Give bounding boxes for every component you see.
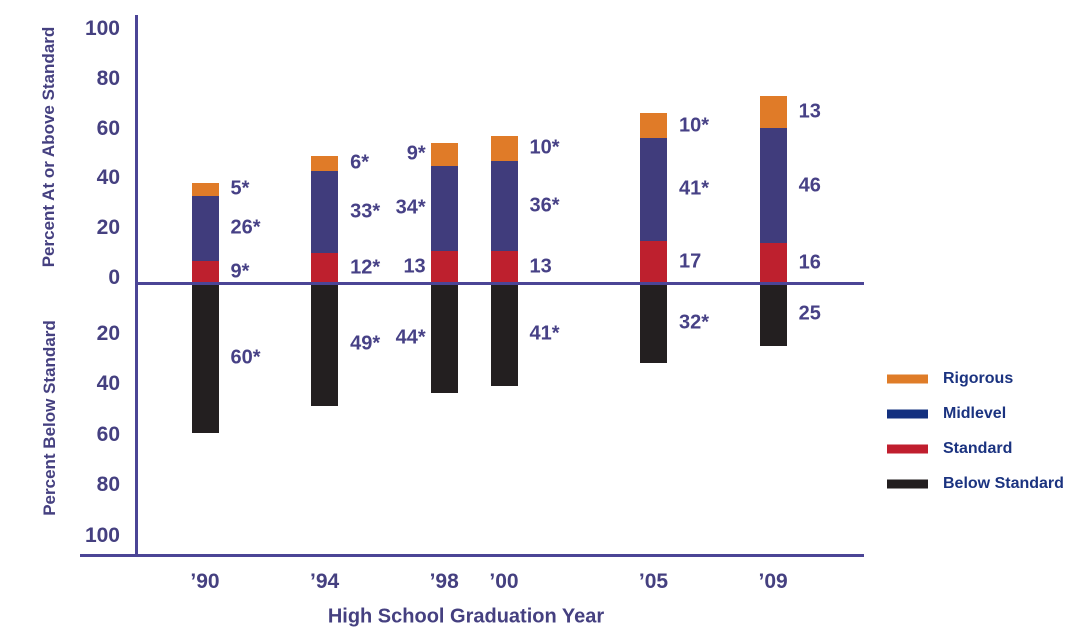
bottom-axis-line [80, 554, 864, 557]
value-label: 41* [679, 177, 710, 200]
bar-segment-standard [759, 243, 787, 283]
legend-swatch-midlevel [887, 409, 928, 419]
y-tick-label: 0 [108, 266, 120, 289]
value-label: 12* [350, 256, 381, 279]
legend-swatch-rigorous [887, 374, 928, 384]
x-tick-label: ’94 [309, 570, 340, 593]
bar-segment-below-standard [640, 283, 667, 363]
legend-label: Midlevel [943, 405, 1007, 422]
value-label: 33* [350, 200, 381, 223]
y-tick-label: 60 [96, 116, 120, 140]
value-label: 46 [798, 174, 821, 196]
bar-segment-standard [640, 240, 667, 283]
x-tick-label: ’05 [638, 570, 669, 593]
bar-segment-rigorous [490, 135, 518, 161]
legend-label: Below Standard [943, 475, 1064, 492]
bar-segment-standard [191, 260, 219, 283]
bar-segment-midlevel [759, 128, 787, 243]
bar-segment-rigorous [430, 143, 458, 166]
value-label: 26* [230, 216, 261, 239]
bar-segment-below-standard [759, 283, 787, 346]
bar-segment-midlevel [490, 160, 518, 251]
y-tick-label: 60 [96, 422, 120, 446]
bar-segment-below-standard [490, 283, 518, 386]
y-tick-label: 20 [96, 321, 120, 345]
y-axis-line [135, 15, 138, 556]
value-label: 9* [406, 142, 426, 165]
zero-line [136, 281, 864, 285]
x-tick-label: ’00 [489, 570, 519, 593]
bar-segment-midlevel [430, 165, 458, 251]
y-tick-label: 80 [96, 473, 120, 497]
y-tick-label: 20 [96, 216, 120, 240]
bar-segment-rigorous [640, 113, 667, 138]
legend-swatch-standard [887, 444, 928, 454]
x-tick-label: ’98 [429, 570, 459, 593]
x-axis-title: High School Graduation Year [327, 605, 605, 628]
value-label: 32* [679, 311, 710, 334]
value-label: 17 [679, 250, 702, 273]
bar-segment-rigorous [311, 155, 339, 171]
value-label: 44* [395, 326, 426, 349]
value-label: 10* [529, 136, 560, 159]
value-label: 49* [350, 332, 381, 355]
bar-segment-standard [311, 253, 339, 283]
value-label: 5* [230, 177, 250, 200]
value-label: 13 [529, 255, 552, 278]
value-label: 41* [529, 322, 560, 345]
bar-segment-below-standard [191, 283, 219, 433]
value-label: 36* [529, 194, 560, 216]
value-label: 10* [679, 114, 710, 136]
bar-segment-rigorous [759, 95, 787, 128]
legend-label: Standard [943, 440, 1013, 457]
value-label: 25 [798, 302, 821, 325]
y-tick-label: 80 [96, 66, 120, 90]
bar-segment-rigorous [191, 183, 219, 196]
value-label: 60* [230, 346, 261, 369]
value-label: 13 [403, 255, 426, 278]
value-label: 16 [798, 251, 821, 274]
legend-swatch-below-standard [887, 479, 928, 489]
x-tick-label: ’90 [190, 570, 220, 593]
x-tick-label: ’09 [758, 570, 788, 593]
legend-label: Rigorous [943, 370, 1014, 387]
value-label: 34* [395, 196, 426, 219]
bar-segment-midlevel [311, 170, 339, 253]
value-label: 13 [798, 100, 821, 123]
y-tick-label: 40 [96, 372, 120, 396]
bar-segment-midlevel [640, 138, 667, 241]
bar-segment-midlevel [191, 195, 219, 261]
y-tick-label: 100 [84, 17, 120, 40]
bar-segment-standard [430, 250, 458, 283]
bar-segment-standard [490, 250, 518, 283]
y-tick-label: 40 [96, 166, 120, 190]
value-label: 6* [350, 151, 369, 174]
y-tick-label: 100 [84, 524, 120, 547]
bar-segment-below-standard [430, 283, 458, 393]
value-label: 9* [230, 260, 250, 283]
bar-segment-below-standard [311, 283, 339, 406]
